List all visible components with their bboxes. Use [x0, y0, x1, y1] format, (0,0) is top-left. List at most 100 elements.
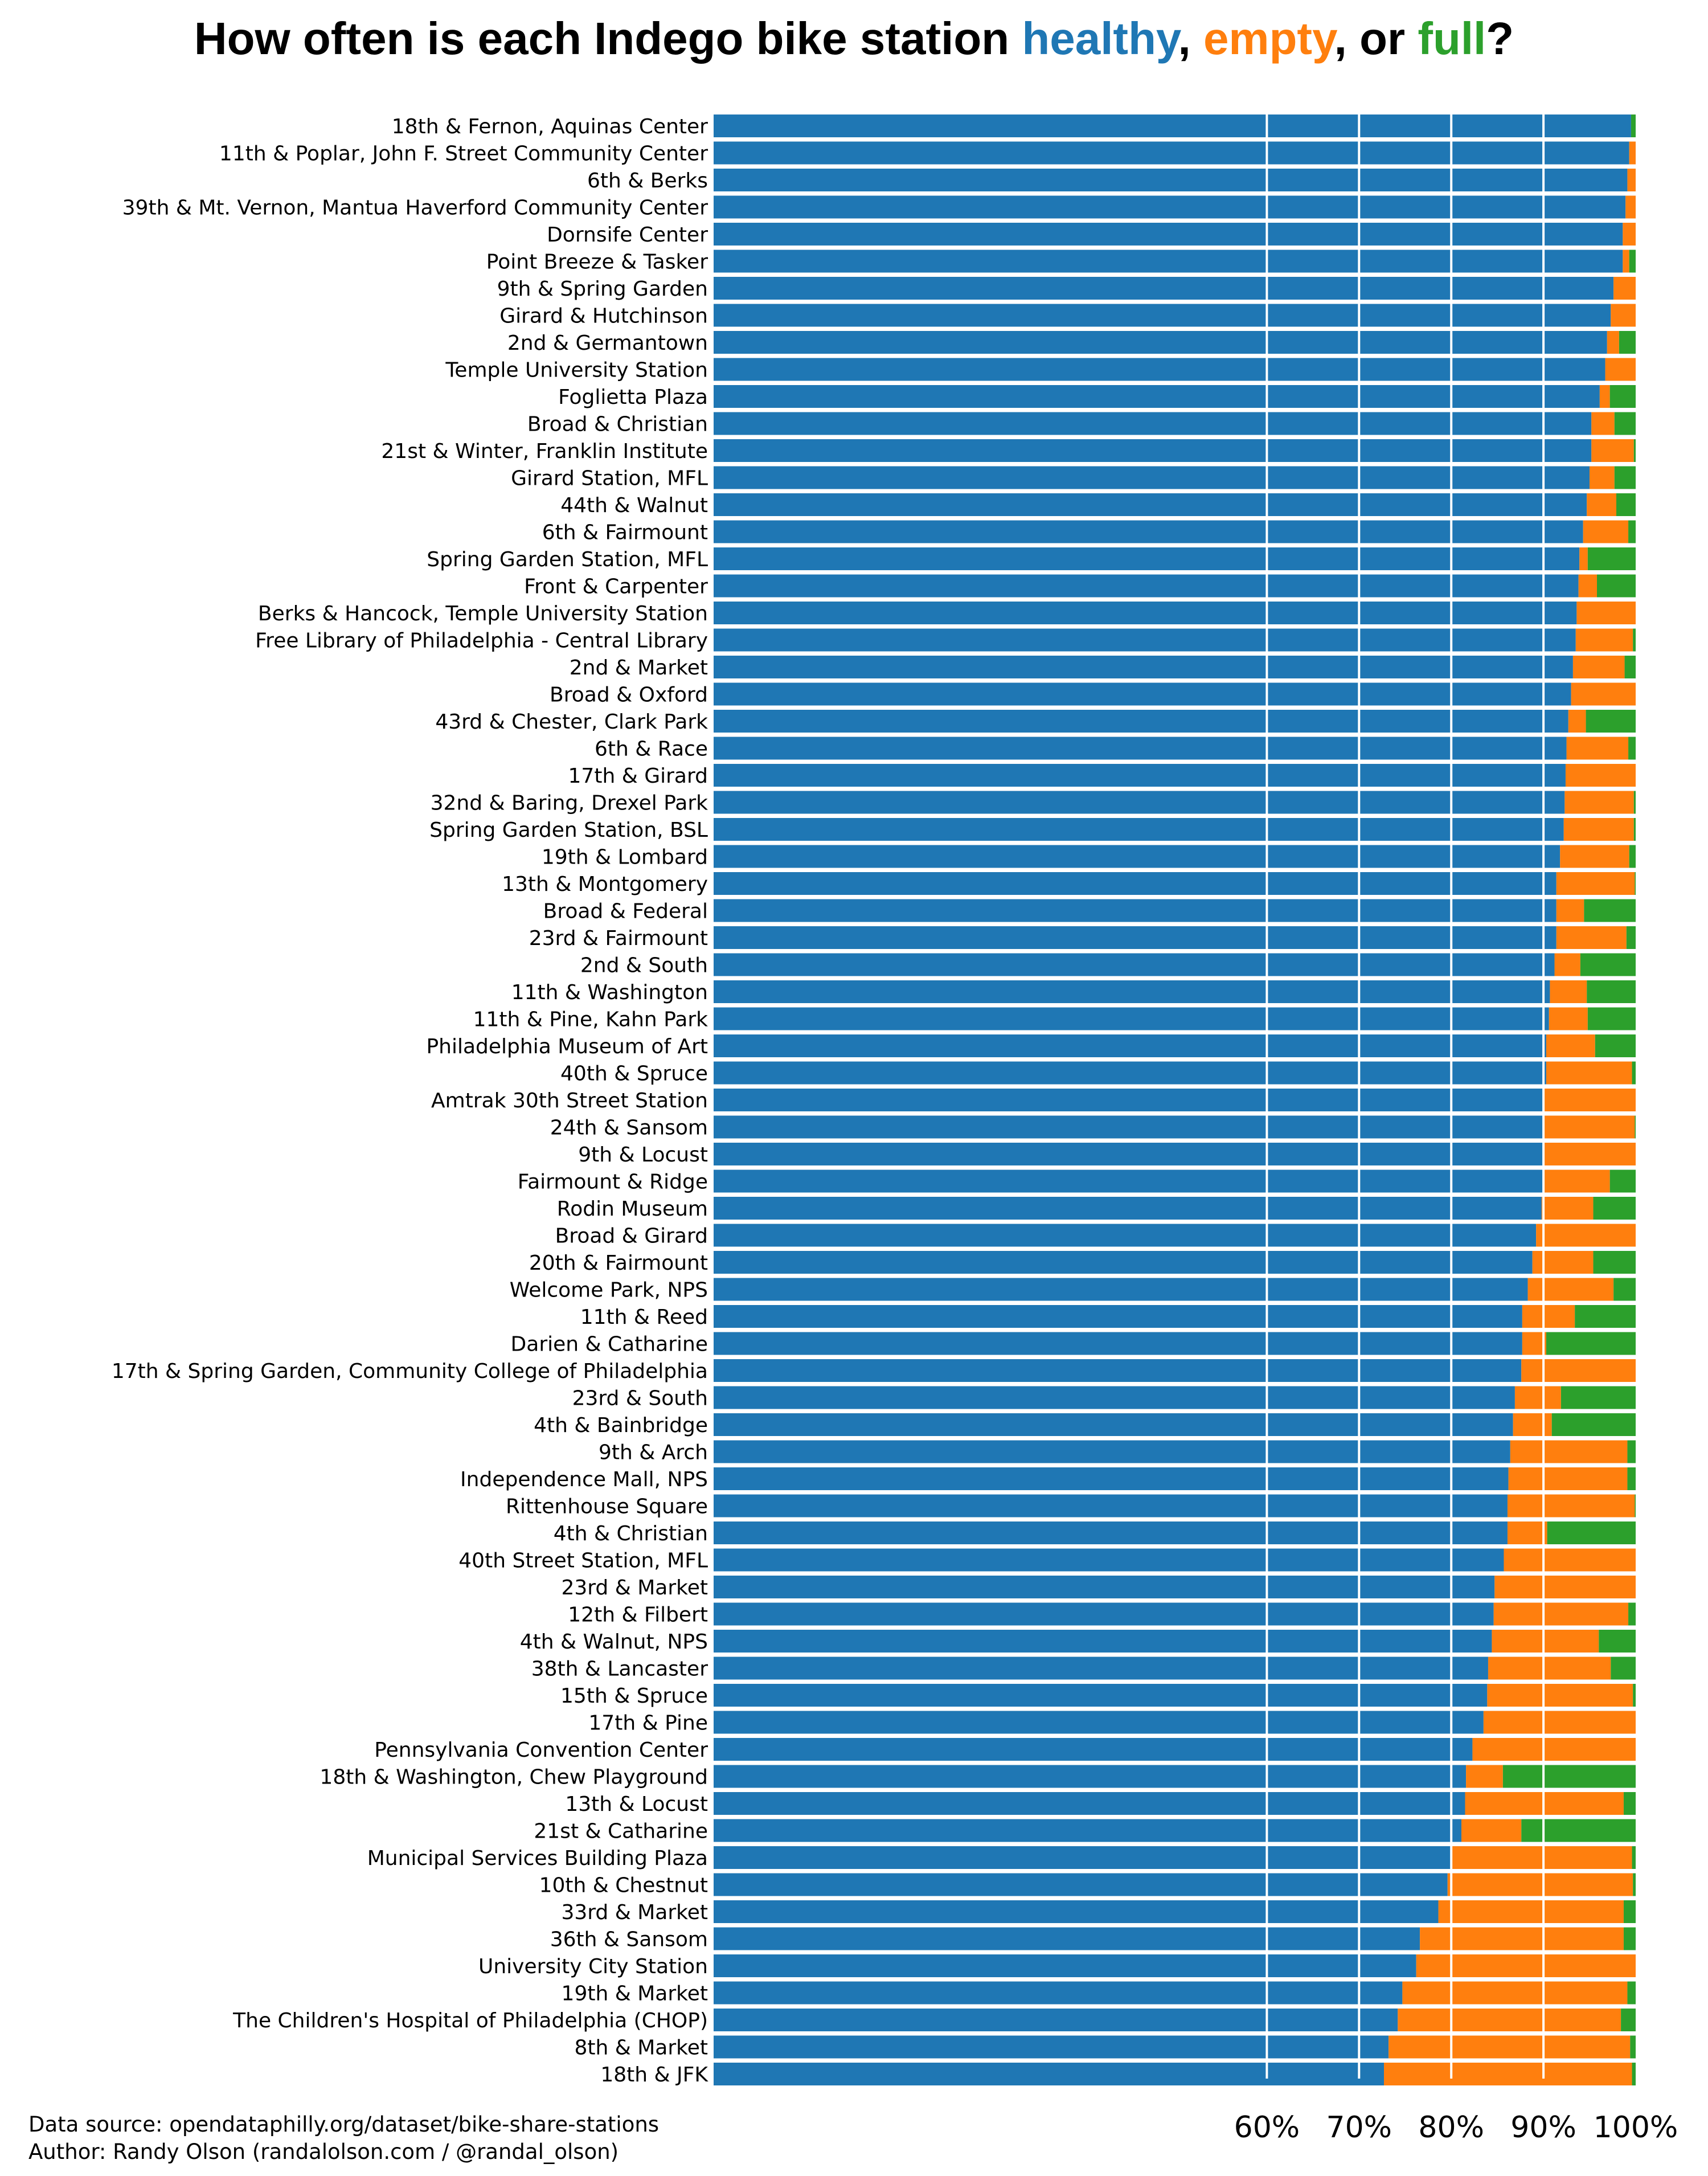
bar-segment-healthy [714, 304, 1611, 327]
bar-segment-full [1560, 1386, 1636, 1409]
category-labels: 18th & Fernon, Aquinas Center 11th & Popl… [112, 115, 709, 2087]
bar-segment-full [1629, 845, 1636, 868]
bar-segment-healthy [714, 1034, 1546, 1057]
bar-segment-empty [1578, 574, 1598, 598]
bar-segment-empty [1513, 1413, 1552, 1436]
x-tick-label: 70% [1326, 2110, 1392, 2145]
category-label: 36th & Sansom [550, 1928, 708, 1952]
category-label: Spring Garden Station, BSL [429, 819, 708, 842]
bar-segment-empty [1590, 466, 1615, 489]
bar-segment-empty [1507, 1494, 1635, 1518]
bar-segment-empty [1416, 1954, 1636, 1977]
bar-segment-empty [1536, 1224, 1636, 1247]
category-label: Welcome Park, NPS [510, 1279, 708, 1302]
bar-segment-full [1621, 2009, 1636, 2031]
bar-segment-healthy [714, 1224, 1537, 1247]
bar-segment-healthy [714, 1521, 1508, 1544]
bar-segment-full [1593, 1251, 1636, 1274]
bar-segment-empty [1623, 249, 1629, 273]
category-label: 33rd & Market [561, 1901, 708, 1924]
bar-segment-healthy [714, 385, 1600, 408]
category-label: Broad & Christian [527, 413, 708, 436]
bar-segment-empty [1522, 1332, 1546, 1355]
bar-segment-full [1575, 1305, 1636, 1328]
bar-segment-full [1521, 1819, 1636, 1842]
bar-segment-full [1586, 710, 1636, 733]
category-label: Front & Carpenter [524, 575, 708, 599]
bar-segment-full [1633, 1684, 1636, 1707]
category-label: University City Station [478, 1955, 708, 1978]
bar-segment-empty [1466, 1765, 1503, 1788]
category-label: Broad & Federal [543, 900, 708, 923]
bar-segment-empty [1447, 1873, 1633, 1896]
bar-segment-full [1614, 412, 1636, 435]
bar-segment-empty [1579, 547, 1588, 570]
category-label: 21st & Catharine [534, 1820, 708, 1843]
bar-segment-empty [1563, 818, 1634, 841]
category-label: 13th & Locust [565, 1793, 708, 1816]
bar-segment-healthy [714, 223, 1623, 246]
bar-segment-healthy [714, 1278, 1528, 1301]
bar-segment-full [1595, 1034, 1636, 1057]
category-label: 9th & Arch [599, 1441, 708, 1465]
category-label: 11th & Poplar, John F. Street Community … [219, 142, 708, 166]
bar-segment-healthy [714, 1386, 1515, 1409]
category-label: Rodin Museum [557, 1197, 708, 1221]
bar-segment-empty [1613, 277, 1636, 300]
bar-segment-full [1626, 926, 1636, 949]
bar-segment-healthy [714, 141, 1629, 165]
bar-segment-full [1628, 1602, 1636, 1626]
bar-segment-healthy [714, 439, 1592, 462]
category-label: Berks & Hancock, Temple University Stati… [258, 602, 708, 625]
bar-segment-empty [1611, 304, 1636, 327]
category-label: 21st & Winter, Franklin Institute [381, 440, 708, 463]
bar-segment-empty [1514, 1386, 1561, 1409]
bar-segment-empty [1625, 195, 1636, 219]
bar-segment-full [1623, 1900, 1636, 1923]
bar-segment-healthy [714, 1359, 1522, 1382]
bar-segment-healthy [714, 899, 1557, 922]
bar-segment-full [1597, 574, 1636, 598]
title-empty-word: empty [1203, 13, 1334, 64]
category-label: 23rd & South [572, 1387, 708, 1410]
category-label: 18th & Washington, Chew Playground [320, 1766, 708, 1789]
bar-segment-healthy [714, 1332, 1522, 1355]
category-label: 6th & Race [595, 738, 708, 761]
bar-segment-full [1547, 1521, 1636, 1544]
title-healthy-word: healthy [1022, 13, 1178, 64]
bar-segment-empty [1504, 1548, 1636, 1572]
bar-segment-empty [1576, 602, 1636, 624]
bar-segment-healthy [714, 249, 1623, 273]
bar-segment-empty [1543, 1169, 1610, 1193]
category-label: Fairmount & Ridge [518, 1171, 708, 1194]
bar-segment-healthy [714, 1765, 1467, 1788]
bar-segment-full [1611, 1656, 1636, 1680]
category-label: 20th & Fairmount [529, 1251, 708, 1275]
category-label: 32nd & Baring, Drexel Park [431, 792, 708, 815]
bar-segment-empty [1587, 493, 1617, 516]
bar-segment-full [1593, 1197, 1636, 1220]
category-label: 19th & Market [562, 1982, 708, 2006]
category-label: 2nd & Germantown [507, 332, 708, 355]
bar-segment-empty [1605, 358, 1636, 381]
category-label: 6th & Fairmount [542, 521, 708, 545]
bar-segment-healthy [714, 1548, 1504, 1572]
bar-segment-full [1580, 953, 1636, 976]
bar-segment-empty [1487, 1684, 1633, 1707]
bar-segment-healthy [714, 1738, 1473, 1761]
bar-segment-healthy [714, 980, 1550, 1003]
bar-segment-empty [1521, 1359, 1636, 1382]
bar-segment-healthy [714, 953, 1555, 976]
bar-segment-empty [1522, 1305, 1575, 1328]
bar-segment-empty [1543, 1143, 1636, 1165]
bar-segment-empty [1564, 791, 1634, 814]
footer-author: Author: Randy Olson (randalolson.com / @… [28, 2140, 619, 2164]
bar-segment-full [1630, 2035, 1636, 2059]
bar-segment-empty [1420, 1927, 1624, 1950]
bar-segment-healthy [714, 1007, 1549, 1030]
x-tick-label: 60% [1234, 2110, 1300, 2145]
bar-segment-full [1633, 818, 1636, 841]
category-label: 43rd & Chester, Clark Park [435, 710, 708, 734]
category-label: 11th & Reed [580, 1306, 708, 1329]
bar-segment-full [1627, 1467, 1636, 1490]
